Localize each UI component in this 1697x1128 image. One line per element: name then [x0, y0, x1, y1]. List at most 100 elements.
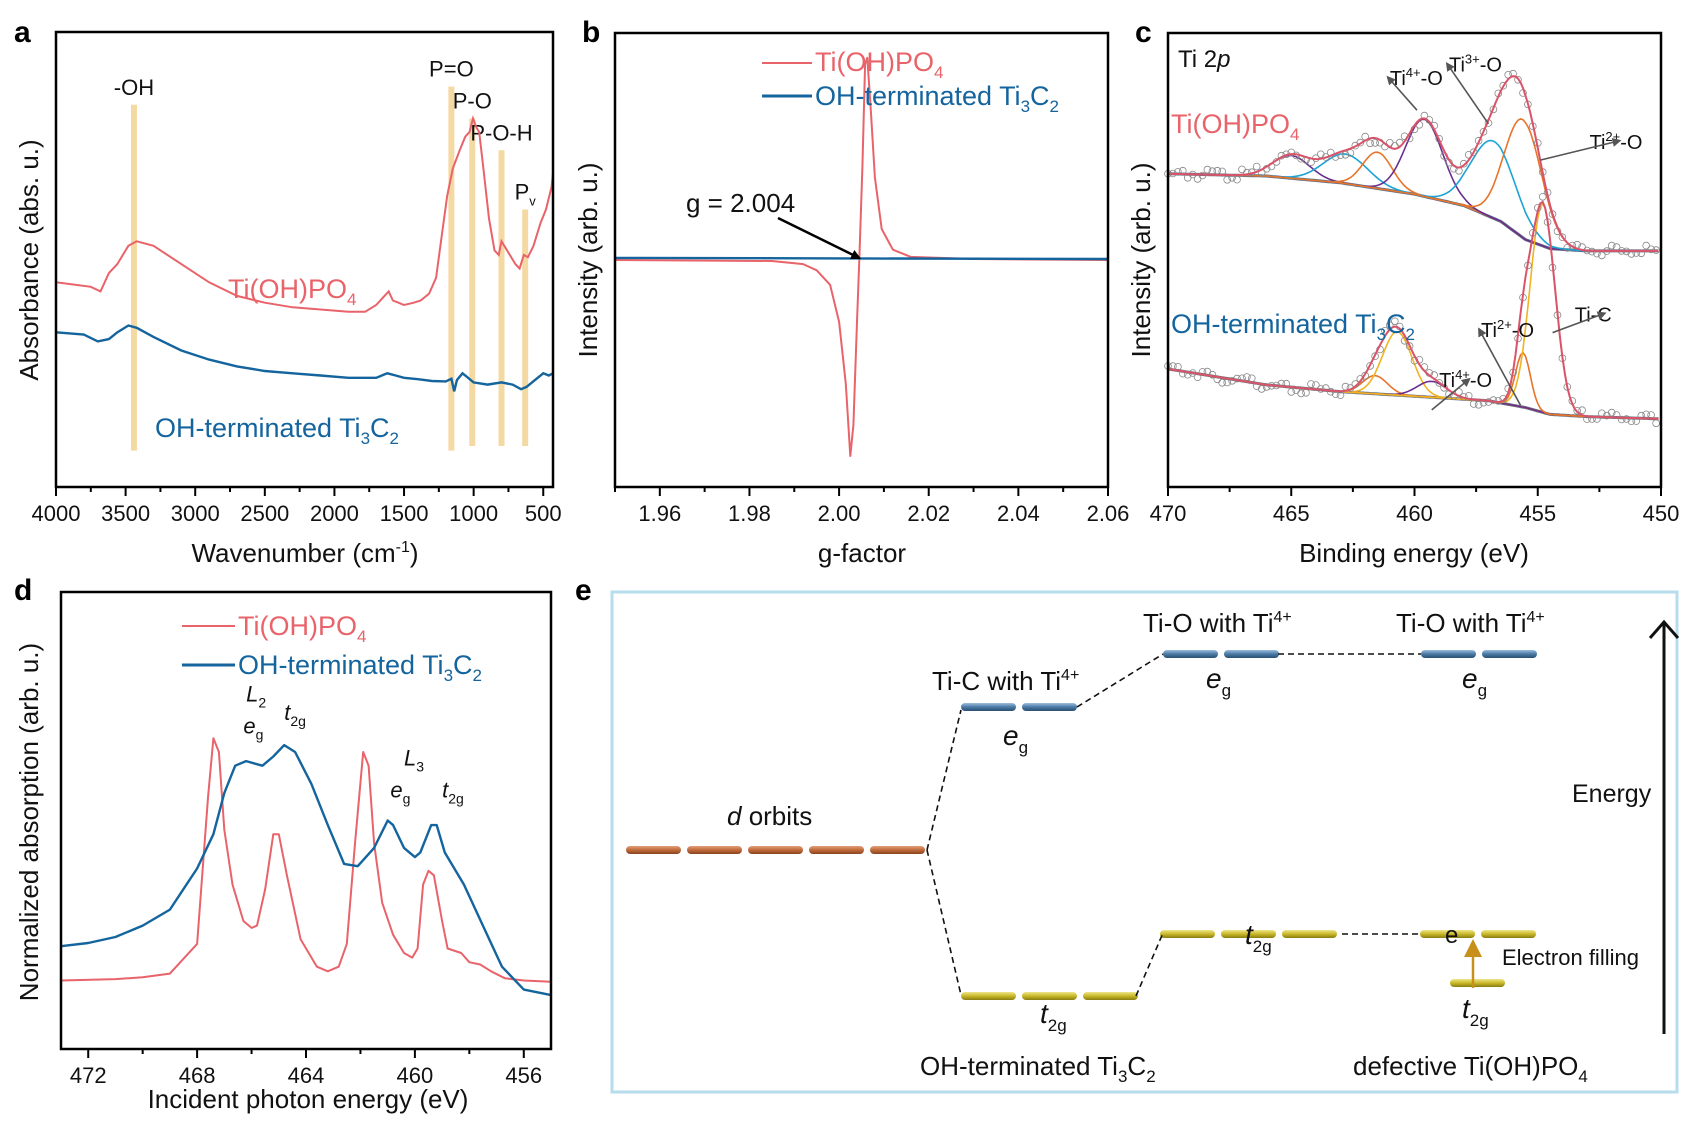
e-d-orbital-levels [626, 846, 925, 854]
d-peak-label: L3 [404, 746, 424, 775]
c-raw-data-point [1302, 388, 1310, 397]
c-raw-data-point [1469, 400, 1478, 408]
b-annotation-arrow [777, 216, 862, 260]
a-tick-label: 500 [525, 501, 562, 526]
c-raw-data-point [1179, 369, 1187, 378]
d-peak-label: t2g [284, 700, 306, 729]
e-left-material-label: OH-terminated Ti3C2 [920, 1051, 1156, 1086]
d-y-axis-label: Normalized absorption (arb. u.) [14, 643, 44, 1001]
d-x-axis-label: Incident photon energy (eV) [148, 1084, 469, 1114]
e-t2g-orbital-bar [961, 992, 1016, 1000]
c-raw-data-point [1366, 362, 1374, 370]
panel-e-energy-diagram: e d orbits Ti-C with Ti4+ eg t2g OH-term… [575, 574, 1680, 1094]
c-raw-data-point [1223, 176, 1231, 184]
c-raw-data-point [1174, 168, 1182, 176]
d-peak-label: eg [243, 714, 263, 743]
e-eg-orbital-bar [1482, 650, 1537, 658]
a-line-oh-ti3c2 [55, 324, 554, 392]
c-fit-component [1167, 153, 1659, 252]
d-peak-labels: L2 eg t2g L3 eg t2g [243, 682, 463, 807]
b-tick-label: 2.02 [907, 501, 950, 526]
c-raw-data-point [1588, 415, 1596, 423]
e-ti-o-t2g-right-levels [1420, 930, 1536, 938]
e-ti-c-eg-levels [961, 703, 1077, 711]
c-fit-component [1167, 154, 1659, 252]
e-eg-orbital-bar [1163, 650, 1218, 658]
a-tick-label: 1000 [449, 501, 498, 526]
e-ti-o-eg-left-levels [1163, 650, 1279, 658]
c-raw-data-point [1514, 76, 1522, 84]
a-legend-oh-ti3c2: OH-terminated Ti3C2 [155, 413, 399, 448]
e-t2g-orbital-bar [1420, 930, 1475, 938]
c-raw-data-point [1218, 378, 1226, 387]
e-d-orbital-bar [626, 846, 681, 854]
c-raw-data-point [1647, 245, 1655, 254]
c-label-arrow [1552, 311, 1607, 334]
a-plot-frame [54, 30, 555, 489]
d-line-ti-oh-po4 [60, 737, 552, 983]
d-peak-label: eg [390, 778, 410, 807]
c-component-label: Ti4+-O [1439, 367, 1492, 392]
e-eg-orbital-bar [1022, 703, 1077, 711]
b-tick-label: 1.98 [728, 501, 771, 526]
e-right-material-label: defective Ti(OH)PO4 [1353, 1051, 1588, 1086]
c-raw-data-point [1435, 379, 1443, 387]
c-plot-frame [1166, 31, 1663, 489]
c-raw-data-point [1262, 383, 1271, 391]
a-series-group [55, 115, 554, 392]
c-raw-data-point [1474, 400, 1483, 409]
e-eg-orbital-bar [1421, 650, 1476, 658]
b-tick-label: 2.04 [997, 501, 1040, 526]
c-raw-data-point [1322, 384, 1330, 392]
d-peak-label: L2 [246, 682, 266, 711]
c-fit-component [1167, 151, 1659, 252]
e-ti-o-t2g-left-levels [1160, 930, 1337, 938]
e-defect-t2g-bar [1450, 979, 1505, 987]
c-raw-data-point [1203, 165, 1212, 174]
b-x-axis-label: g-factor [818, 538, 906, 568]
a-tick-label: 2500 [240, 501, 289, 526]
c-fit-envelope [1167, 75, 1659, 252]
c-raw-data-point [1248, 374, 1256, 383]
e-d-orbital-bar [687, 846, 742, 854]
d-line-oh-ti3c2 [60, 743, 552, 997]
c-raw-data-point [1193, 175, 1202, 183]
c-raw-data-point [1642, 241, 1650, 250]
c-title: Ti 2p [1178, 46, 1230, 73]
b-line-oh-ti3c2 [614, 256, 1109, 261]
c-raw-data-point [1632, 249, 1641, 257]
panel-d-xas: d 472 468 464 460 456 Incident photon energy… [14, 574, 553, 1114]
c-y-axis-label: Intensity (arb. u.) [1126, 162, 1156, 357]
a-tick-label: 1500 [380, 501, 429, 526]
a-tick-label: 2000 [310, 501, 359, 526]
c-raw-data-point [1460, 159, 1468, 168]
c-label-ti-oh-po4: Ti(OH)PO4 [1171, 109, 1299, 144]
c-raw-data-point [1243, 373, 1251, 381]
a-y-axis-label: Absorbance (abs. u.) [14, 139, 44, 380]
c-raw-data-point [1371, 139, 1379, 147]
d-tick-label: 456 [505, 1063, 542, 1088]
a-tick-label: 3000 [171, 501, 220, 526]
e-connector-d-to-eg [926, 709, 962, 851]
c-raw-data-point [1479, 128, 1488, 136]
c-raw-data-point [1499, 394, 1507, 403]
a-band-label: Pv [515, 179, 537, 208]
e-connector-eg-to-tio-eg [1076, 653, 1164, 708]
e-t2g-orbital-bar [1083, 992, 1138, 1000]
e-ti-o-eg-right-levels [1421, 650, 1537, 658]
c-x-ticks: 470 465 460 455 450 [1150, 487, 1679, 526]
c-raw-data-point [1341, 382, 1350, 391]
c-raw-data-point [1366, 139, 1374, 148]
c-raw-data-point [1652, 419, 1660, 428]
c-raw-data-point [1312, 381, 1320, 389]
c-label-arrow [1386, 75, 1418, 111]
e-ti-c-eg-label: eg [1003, 720, 1028, 757]
panel-letter-d: d [14, 574, 32, 607]
c-raw-data-point [1558, 233, 1567, 242]
c-fit-envelope [1167, 200, 1659, 420]
d-x-ticks: 472 468 464 460 456 [70, 1049, 542, 1088]
c-tick-label: 455 [1519, 501, 1556, 526]
c-component-label: Ti4+-O [1390, 65, 1443, 90]
c-background-line [1167, 172, 1659, 253]
panel-a-ftir: a -OHP=OP-OP-O-HPv 4000 3500 3000 2500 2000 1… [14, 16, 562, 568]
